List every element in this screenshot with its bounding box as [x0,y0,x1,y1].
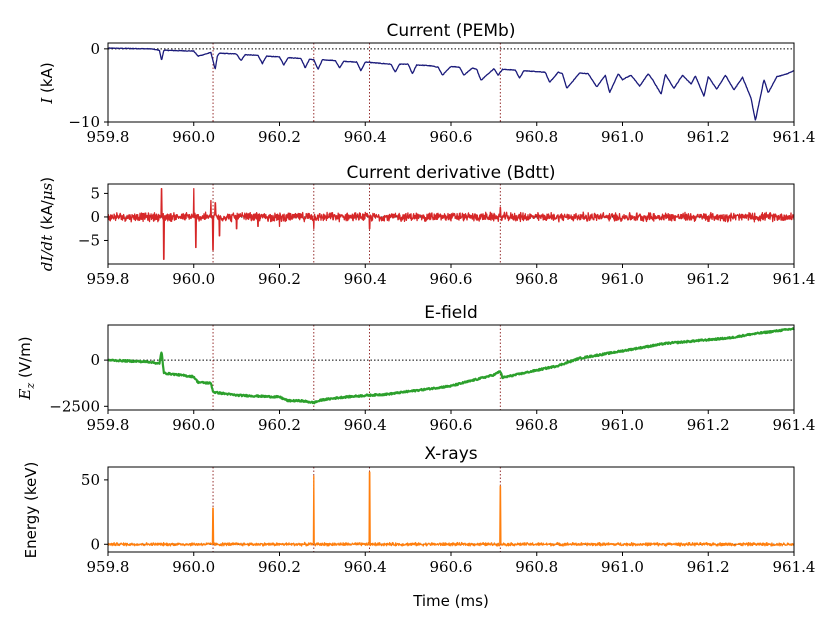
x-tick-label: 961.2 [687,128,730,146]
x-tick-label: 960.0 [172,128,215,146]
y-tick-label: 0 [90,208,100,226]
x-tick-label: 959.8 [87,270,130,288]
x-axis-ticks: 959.8 960.0 960.2 960.4 960.6 960.8 961.0 961.2… [87,410,816,434]
x-tick-label: 960.6 [430,558,473,576]
data-series-line [107,188,795,260]
x-axis-label: Time (ms) [412,592,489,610]
x-tick-label: 959.8 [87,128,130,146]
y-axis-ticks: 5 0 −5 [78,184,108,249]
y-tick-label: −10 [68,113,100,131]
x-tick-label: 961.2 [687,416,730,434]
axes-frame [107,183,795,265]
x-tick-label: 960.8 [515,558,558,576]
x-axis-ticks: 959.8 960.0 960.2 960.4 960.6 960.8 961.0 961.2… [87,552,816,576]
x-tick-label: 961.0 [601,128,644,146]
panel-e-field: E-field 959.8 960.0 960.2 960.4 960.6 960.8 96… [16,303,815,434]
x-tick-label: 961.4 [773,270,816,288]
x-tick-label: 960.2 [258,128,301,146]
data-series-line [107,327,795,405]
y-axis-ticks: 50 0 [81,471,108,553]
x-tick-label: 960.6 [430,270,473,288]
panel-current: Current (PEMb) 959.8 960.0 960.2 960.4 960.6… [38,21,815,146]
x-tick-label: 960.8 [515,416,558,434]
axes-frame [107,466,795,553]
x-axis-ticks: 959.8 960.0 960.2 960.4 960.6 960.8 961.0 961.2… [87,264,816,288]
x-tick-label: 959.8 [87,416,130,434]
x-tick-label: 961.0 [601,416,644,434]
plot-area-current [107,43,795,122]
y-tick-label: −5 [78,231,100,249]
x-tick-label: 960.0 [172,558,215,576]
x-tick-label: 961.2 [687,270,730,288]
x-tick-label: 960.4 [344,558,387,576]
y-tick-label: 50 [81,471,100,489]
plot-area-x-rays [107,467,795,552]
plot-area-e-field [107,325,795,410]
y-axis-label: Ez (V/m) [16,336,37,400]
panel-title: Current (PEMb) [387,21,516,41]
panel-title: X-rays [424,444,477,464]
panel-current-derivative: Current derivative (Bdtt) 959.8 960.0 960.… [38,163,815,288]
y-axis-ticks: 0 −2500 [49,351,108,415]
x-tick-label: 960.6 [430,416,473,434]
x-tick-label: 961.4 [773,558,816,576]
x-tick-label: 960.4 [344,128,387,146]
y-tick-label: 0 [90,351,100,369]
panel-title: E-field [424,303,478,323]
y-axis-ticks: 0 −10 [68,40,108,131]
x-tick-label: 960.2 [258,416,301,434]
x-tick-label: 960.8 [515,270,558,288]
x-tick-label: 960.4 [344,270,387,288]
panel-title: Current derivative (Bdtt) [346,163,555,183]
y-tick-label: 0 [90,40,100,58]
x-tick-label: 961.2 [687,558,730,576]
data-series-line [107,47,795,121]
y-tick-label: 0 [90,535,100,553]
panel-x-rays: X-rays 959.8 960.0 960.2 960.4 960.6 960.8 961… [22,444,815,610]
plot-area-derivative [107,184,795,264]
y-tick-label: 5 [90,184,100,202]
x-tick-label: 960.4 [344,416,387,434]
axes-frame [107,324,795,411]
y-axis-label: dI/dt (kA/μs) [38,177,56,271]
x-tick-label: 961.0 [601,270,644,288]
x-tick-label: 959.8 [87,558,130,576]
x-tick-label: 961.4 [773,128,816,146]
x-tick-label: 960.0 [172,270,215,288]
x-tick-label: 961.4 [773,416,816,434]
x-tick-label: 960.6 [430,128,473,146]
x-tick-label: 960.2 [258,270,301,288]
x-tick-label: 960.8 [515,128,558,146]
y-tick-label: −2500 [49,397,100,415]
x-axis-ticks: 959.8 960.0 960.2 960.4 960.6 960.8 961.0 961.2… [87,122,816,146]
y-axis-label: I (kA) [38,62,56,104]
x-tick-label: 960.2 [258,558,301,576]
data-series-line [107,471,795,547]
x-tick-label: 961.0 [601,558,644,576]
x-tick-label: 960.0 [172,416,215,434]
y-axis-label: Energy (keV) [22,462,40,559]
